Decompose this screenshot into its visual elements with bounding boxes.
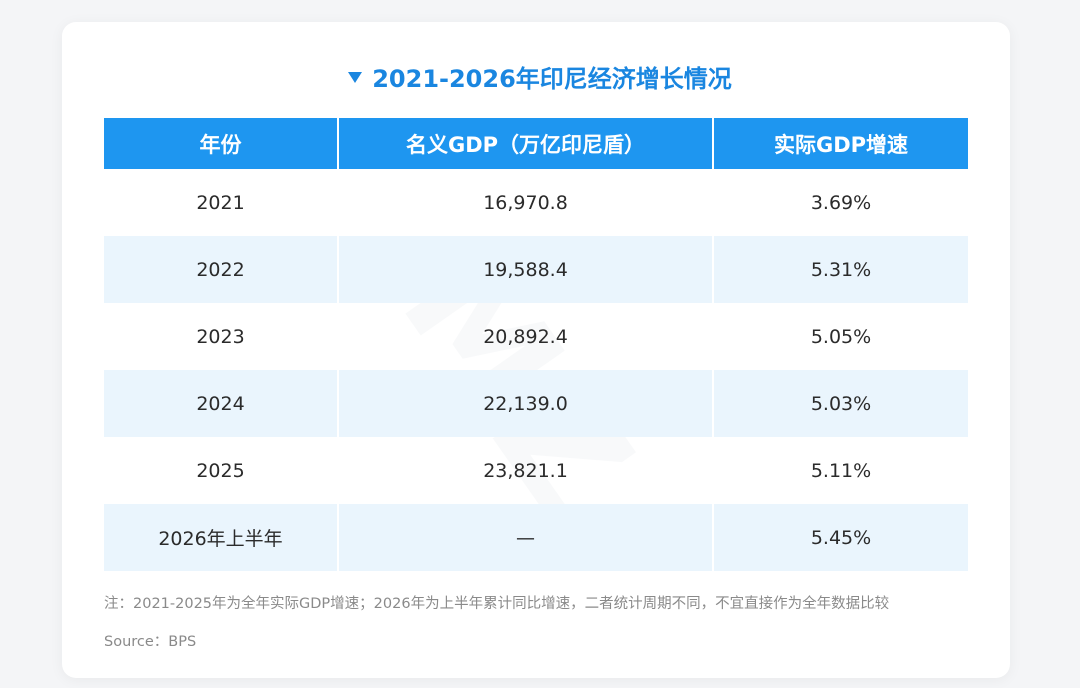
cell-real-growth: 5.03% bbox=[714, 370, 968, 437]
cell-year: 2026年上半年 bbox=[104, 504, 339, 571]
column-header-real-growth: 实际GDP增速 bbox=[714, 118, 968, 169]
table-header-row: 年份 名义GDP（万亿印尼盾） 实际GDP增速 bbox=[104, 118, 968, 169]
cell-real-growth: 3.69% bbox=[810, 191, 872, 214]
table-row: 2021 16,970.8 3.69% bbox=[104, 169, 968, 236]
table-row: 2025 23,821.1 5.11% bbox=[104, 437, 968, 504]
cell-nominal-gdp: — bbox=[339, 504, 714, 571]
cell-nominal-gdp: 20,892.4 bbox=[339, 303, 714, 370]
cell-nominal-gdp: 19,588.4 bbox=[339, 236, 714, 303]
cell-nominal-gdp: 23,821.1 bbox=[339, 437, 714, 504]
table-row: 2022 19,588.4 5.31% bbox=[104, 236, 968, 303]
cell-nominal-gdp: 22,139.0 bbox=[339, 370, 714, 437]
column-header-year: 年份 bbox=[104, 118, 339, 169]
data-table: 年份 名义GDP（万亿印尼盾） 实际GDP增速 2021 16,970.8 3.… bbox=[104, 118, 968, 571]
cell-nominal-gdp: 16,970.8 bbox=[339, 169, 714, 236]
table-row: 2024 22,139.0 5.03% bbox=[104, 370, 968, 437]
triangle-down-icon bbox=[348, 71, 363, 83]
cell-real-growth: 5.45% bbox=[714, 504, 968, 571]
cell-real-growth: 5.31% bbox=[714, 236, 968, 303]
table-row: 2023 20,892.4 5.05% bbox=[104, 303, 968, 370]
table-row: 2026年上半年 — 5.45% bbox=[104, 504, 968, 571]
cell-year: 2023 bbox=[104, 303, 339, 370]
cell-year: 2021 bbox=[104, 169, 339, 236]
table-title-text: 2021-2026年印尼经济增长情况 bbox=[372, 64, 732, 93]
footnote: 注：2021-2025年为全年实际GDP增速；2026年为上半年累计同比增速，二… bbox=[104, 596, 890, 612]
column-header-nominal-gdp: 名义GDP（万亿印尼盾） bbox=[339, 118, 714, 169]
table-title: 2021-2026年印尼经济增长情况 bbox=[0, 58, 1080, 94]
cell-real-growth: 5.05% bbox=[810, 325, 872, 348]
cell-real-growth: 5.11% bbox=[810, 459, 872, 482]
source-label: Source：BPS bbox=[104, 634, 197, 650]
cell-year: 2024 bbox=[104, 370, 339, 437]
cell-year: 2025 bbox=[104, 437, 339, 504]
cell-year: 2022 bbox=[104, 236, 339, 303]
